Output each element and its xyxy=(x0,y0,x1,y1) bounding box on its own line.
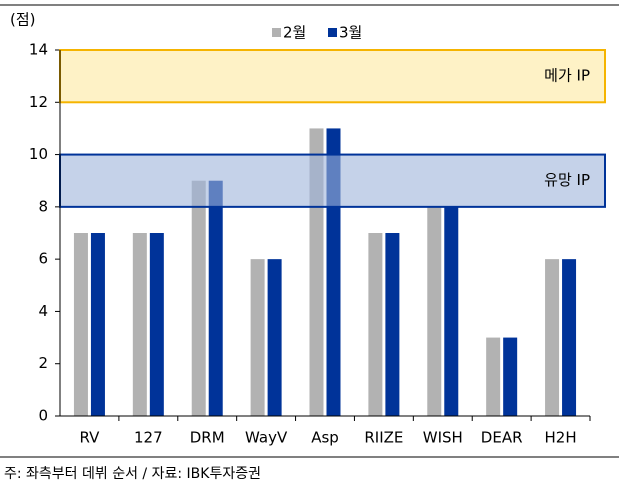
bar xyxy=(73,233,88,416)
bar xyxy=(545,259,560,416)
bar xyxy=(385,233,400,416)
y-tick-label: 0 xyxy=(38,407,48,425)
bar xyxy=(208,180,223,416)
band-label: 메가 IP xyxy=(544,67,590,85)
legend-swatch xyxy=(272,28,281,37)
y-tick-label: 2 xyxy=(38,354,48,372)
legend-label: 2월 xyxy=(283,24,306,42)
bar xyxy=(503,337,518,416)
y-tick-label: 6 xyxy=(38,250,48,268)
y-tick-label: 4 xyxy=(38,302,48,320)
legend-label: 3월 xyxy=(339,24,362,42)
x-tick-label: WISH xyxy=(423,429,463,447)
band-label: 유망 IP xyxy=(544,171,590,189)
y-tick-label: 14 xyxy=(29,41,48,59)
bar xyxy=(427,206,442,416)
x-tick-label: WayV xyxy=(245,429,288,447)
x-tick-label: H2H xyxy=(545,429,577,447)
y-tick-label: 12 xyxy=(29,93,48,111)
x-tick-label: Asp xyxy=(311,429,339,447)
bar xyxy=(132,233,147,416)
bar xyxy=(267,259,282,416)
footnote: 주: 좌측부터 데뷔 순서 / 자료: IBK투자증권 xyxy=(4,466,261,482)
y-tick-label: 10 xyxy=(29,145,48,163)
bar xyxy=(486,337,501,416)
x-tick-label: DRM xyxy=(190,429,225,447)
x-tick-label: RV xyxy=(80,429,101,447)
band xyxy=(59,153,606,208)
legend-swatch xyxy=(328,28,337,37)
y-tick-label: 8 xyxy=(38,197,48,215)
bar xyxy=(90,233,105,416)
bar xyxy=(191,180,206,416)
bar xyxy=(444,206,459,416)
x-tick-label: DEAR xyxy=(481,429,523,447)
bar xyxy=(149,233,164,416)
y-axis-label: (점) xyxy=(10,11,36,29)
x-tick-label: 127 xyxy=(134,429,163,447)
bar xyxy=(562,259,577,416)
band xyxy=(59,49,606,104)
x-tick-label: RIIZE xyxy=(364,429,403,447)
bar xyxy=(368,233,383,416)
bar xyxy=(250,259,265,416)
